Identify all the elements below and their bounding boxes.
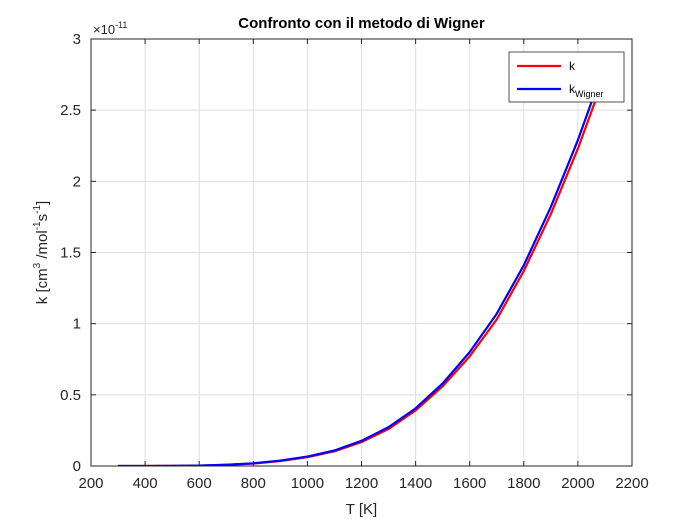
y-axis-label-superscript: -1 [32,205,43,214]
y-axis-label-part: /mol [34,230,51,263]
x-tick-label: 400 [133,475,158,492]
y-axis-label: k [cm3 /mol-1s-1] [32,201,51,304]
y-tick-label: 2.5 [60,102,81,119]
y-tick-label: 2 [73,173,81,190]
y-axis-label-superscript: -1 [32,221,43,230]
x-tick-label: 1800 [507,475,540,492]
x-tick-label: 1600 [453,475,486,492]
x-tick-label: 1000 [291,475,324,492]
x-tick-label: 1400 [399,475,432,492]
x-tick-label: 2000 [561,475,594,492]
y-axis-label-part: k [cm [34,268,51,304]
legend-label-main: k [569,59,576,73]
legend-label-k: k [569,59,576,73]
y-tick-label: 1.5 [60,245,81,262]
x-tick-label: 1200 [345,475,378,492]
legend-label-main: k [569,82,576,96]
chart-title: Confronto con il metodo di Wigner [238,15,485,32]
y-axis-label-part: ] [34,201,51,205]
tick-marks [90,38,633,467]
legend-label-subscript: Wigner [575,89,604,99]
x-axis-label: T [K] [346,501,377,518]
x-tick-label: 800 [241,475,266,492]
x-tick-label: 200 [78,475,103,492]
x-tick-labels: 200 400 600 800 1000 1200 1400 1600 1800 2000 2200 [78,475,648,492]
y-tick-label: 1 [73,316,81,333]
y-axis-exponent: ×10-11 [93,20,127,37]
y-axis-label-superscript: 3 [32,262,43,268]
x-tick-label: 2200 [615,475,648,492]
y-tick-labels: 0 0.5 1 1.5 2 2.5 3 [60,31,81,475]
x-tick-label: 600 [187,475,212,492]
legend-label-kwigner: kWigner [569,82,604,99]
y-tick-label: 0.5 [60,387,81,404]
y-axis-label-part: s [34,214,51,222]
legend-box [508,51,625,103]
y-tick-label: 0 [73,458,81,475]
y-tick-label: 3 [73,31,81,48]
